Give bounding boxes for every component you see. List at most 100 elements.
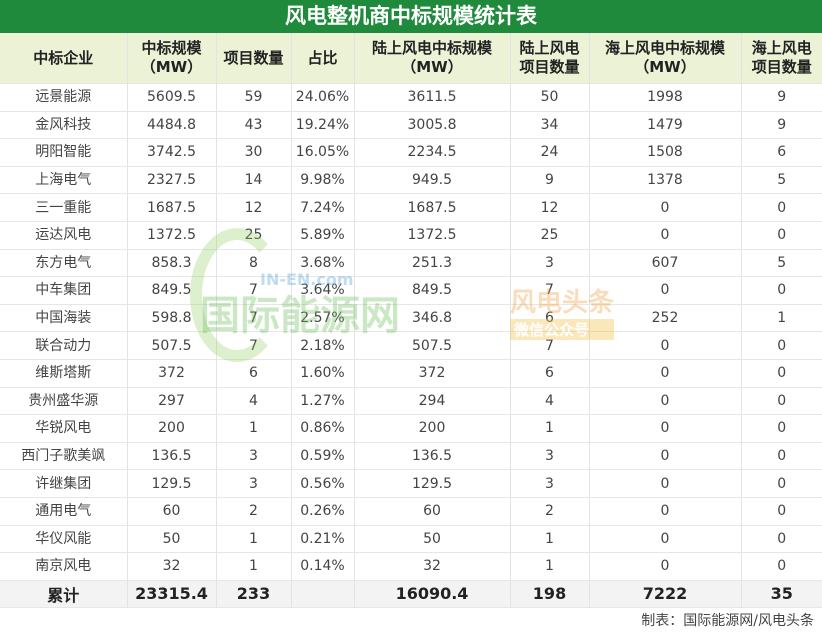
table-row: 西门子歌美飒 136.5 3 0.59% 136.5 3 0 0 [0, 442, 822, 471]
header-line1: 海上风电中标规模 [604, 39, 725, 57]
total-share [291, 580, 355, 608]
cell-share: 0.56% [291, 469, 355, 498]
cell-onshore-mw: 129.5 [354, 469, 511, 498]
cell-total-mw: 32 [127, 552, 217, 581]
cell-offshore-mw: 0 [589, 387, 742, 416]
total-company: 累计 [0, 580, 128, 608]
cell-offshore-mw: 0 [589, 469, 742, 498]
cell-onshore-mw: 60 [354, 497, 511, 526]
cell-onshore-count: 1 [510, 414, 590, 443]
cell-company: 东方电气 [0, 249, 128, 278]
cell-share: 3.64% [291, 276, 355, 305]
cell-offshore-mw: 0 [589, 552, 742, 581]
cell-onshore-count: 2 [510, 497, 590, 526]
table-row: 南京风电 32 1 0.14% 32 1 0 0 [0, 552, 822, 581]
cell-onshore-count: 12 [510, 193, 590, 222]
total-onshore-mw: 16090.4 [354, 580, 511, 608]
cell-onshore-mw: 32 [354, 552, 511, 581]
cell-total-mw: 1687.5 [127, 193, 217, 222]
cell-offshore-mw: 0 [589, 221, 742, 250]
cell-project-count: 2 [216, 497, 292, 526]
table-row: 东方电气 858.3 8 3.68% 251.3 3 607 5 [0, 249, 822, 278]
total-offshore-count: 35 [741, 580, 822, 608]
cell-project-count: 14 [216, 166, 292, 195]
header-share: 占比 [291, 33, 355, 84]
cell-offshore-mw: 0 [589, 525, 742, 554]
cell-share: 0.21% [291, 525, 355, 554]
cell-onshore-count: 1 [510, 525, 590, 554]
cell-offshore-mw: 607 [589, 249, 742, 278]
cell-offshore-count: 9 [741, 111, 822, 140]
header-line2: 项目数量 [519, 58, 580, 76]
cell-company: 中国海装 [0, 304, 128, 333]
cell-onshore-mw: 3005.8 [354, 111, 511, 140]
header-line1: 海上风电 [751, 39, 812, 57]
cell-onshore-count: 7 [510, 276, 590, 305]
cell-offshore-count: 0 [741, 331, 822, 360]
header-line1: 陆上风电中标规模 [371, 39, 492, 57]
cell-total-mw: 1372.5 [127, 221, 217, 250]
cell-share: 2.57% [291, 304, 355, 333]
cell-share: 24.06% [291, 83, 355, 112]
cell-onshore-mw: 949.5 [354, 166, 511, 195]
cell-company: 通用电气 [0, 497, 128, 526]
cell-total-mw: 598.8 [127, 304, 217, 333]
cell-onshore-mw: 3611.5 [354, 83, 511, 112]
header-total-mw: 中标规模 （MW） [127, 33, 217, 84]
cell-offshore-count: 0 [741, 497, 822, 526]
cell-total-mw: 2327.5 [127, 166, 217, 195]
cell-company: 中车集团 [0, 276, 128, 305]
cell-share: 7.24% [291, 193, 355, 222]
header-row: 中标企业 中标规模 （MW） 项目数量 占比 陆上风电中标规模 （MW） 陆上风电 项目数量 海上… [0, 33, 822, 84]
cell-offshore-mw: 1378 [589, 166, 742, 195]
cell-onshore-mw: 849.5 [354, 276, 511, 305]
cell-total-mw: 136.5 [127, 442, 217, 471]
cell-offshore-count: 0 [741, 442, 822, 471]
cell-offshore-mw: 0 [589, 193, 742, 222]
cell-share: 9.98% [291, 166, 355, 195]
table-row: 许继集团 129.5 3 0.56% 129.5 3 0 0 [0, 469, 822, 498]
cell-project-count: 59 [216, 83, 292, 112]
header-offshore-count: 海上风电 项目数量 [741, 33, 822, 84]
cell-onshore-count: 3 [510, 469, 590, 498]
cell-onshore-count: 7 [510, 331, 590, 360]
cell-offshore-count: 1 [741, 304, 822, 333]
table-row: 贵州盛华源 297 4 1.27% 294 4 0 0 [0, 387, 822, 416]
cell-company: 贵州盛华源 [0, 387, 128, 416]
header-onshore-count: 陆上风电 项目数量 [510, 33, 590, 84]
cell-onshore-count: 6 [510, 304, 590, 333]
table-row: 联合动力 507.5 7 2.18% 507.5 7 0 0 [0, 331, 822, 360]
cell-offshore-mw: 0 [589, 359, 742, 388]
cell-offshore-mw: 0 [589, 276, 742, 305]
cell-offshore-count: 0 [741, 552, 822, 581]
cell-offshore-count: 0 [741, 359, 822, 388]
cell-company: 运达风电 [0, 221, 128, 250]
cell-onshore-mw: 200 [354, 414, 511, 443]
cell-onshore-count: 9 [510, 166, 590, 195]
cell-offshore-count: 0 [741, 276, 822, 305]
table-row: 中国海装 598.8 7 2.57% 346.8 6 252 1 [0, 304, 822, 333]
cell-company: 明阳智能 [0, 138, 128, 167]
header-company: 中标企业 [0, 33, 128, 84]
cell-total-mw: 4484.8 [127, 111, 217, 140]
cell-total-mw: 5609.5 [127, 83, 217, 112]
cell-onshore-mw: 50 [354, 525, 511, 554]
cell-project-count: 4 [216, 387, 292, 416]
cell-onshore-mw: 1687.5 [354, 193, 511, 222]
cell-company: 金风科技 [0, 111, 128, 140]
cell-project-count: 6 [216, 359, 292, 388]
cell-company: 华仪风能 [0, 525, 128, 554]
cell-share: 0.26% [291, 497, 355, 526]
cell-project-count: 25 [216, 221, 292, 250]
cell-total-mw: 849.5 [127, 276, 217, 305]
cell-project-count: 7 [216, 276, 292, 305]
source-credit: 制表：国际能源网/风电头条 [641, 613, 814, 629]
cell-offshore-count: 0 [741, 525, 822, 554]
cell-project-count: 3 [216, 469, 292, 498]
header-line1: 中标企业 [33, 48, 94, 67]
cell-total-mw: 50 [127, 525, 217, 554]
header-line1: 中标规模 [141, 39, 202, 57]
cell-share: 19.24% [291, 111, 355, 140]
header-line2: （MW） [401, 58, 463, 76]
cell-total-mw: 858.3 [127, 249, 217, 278]
